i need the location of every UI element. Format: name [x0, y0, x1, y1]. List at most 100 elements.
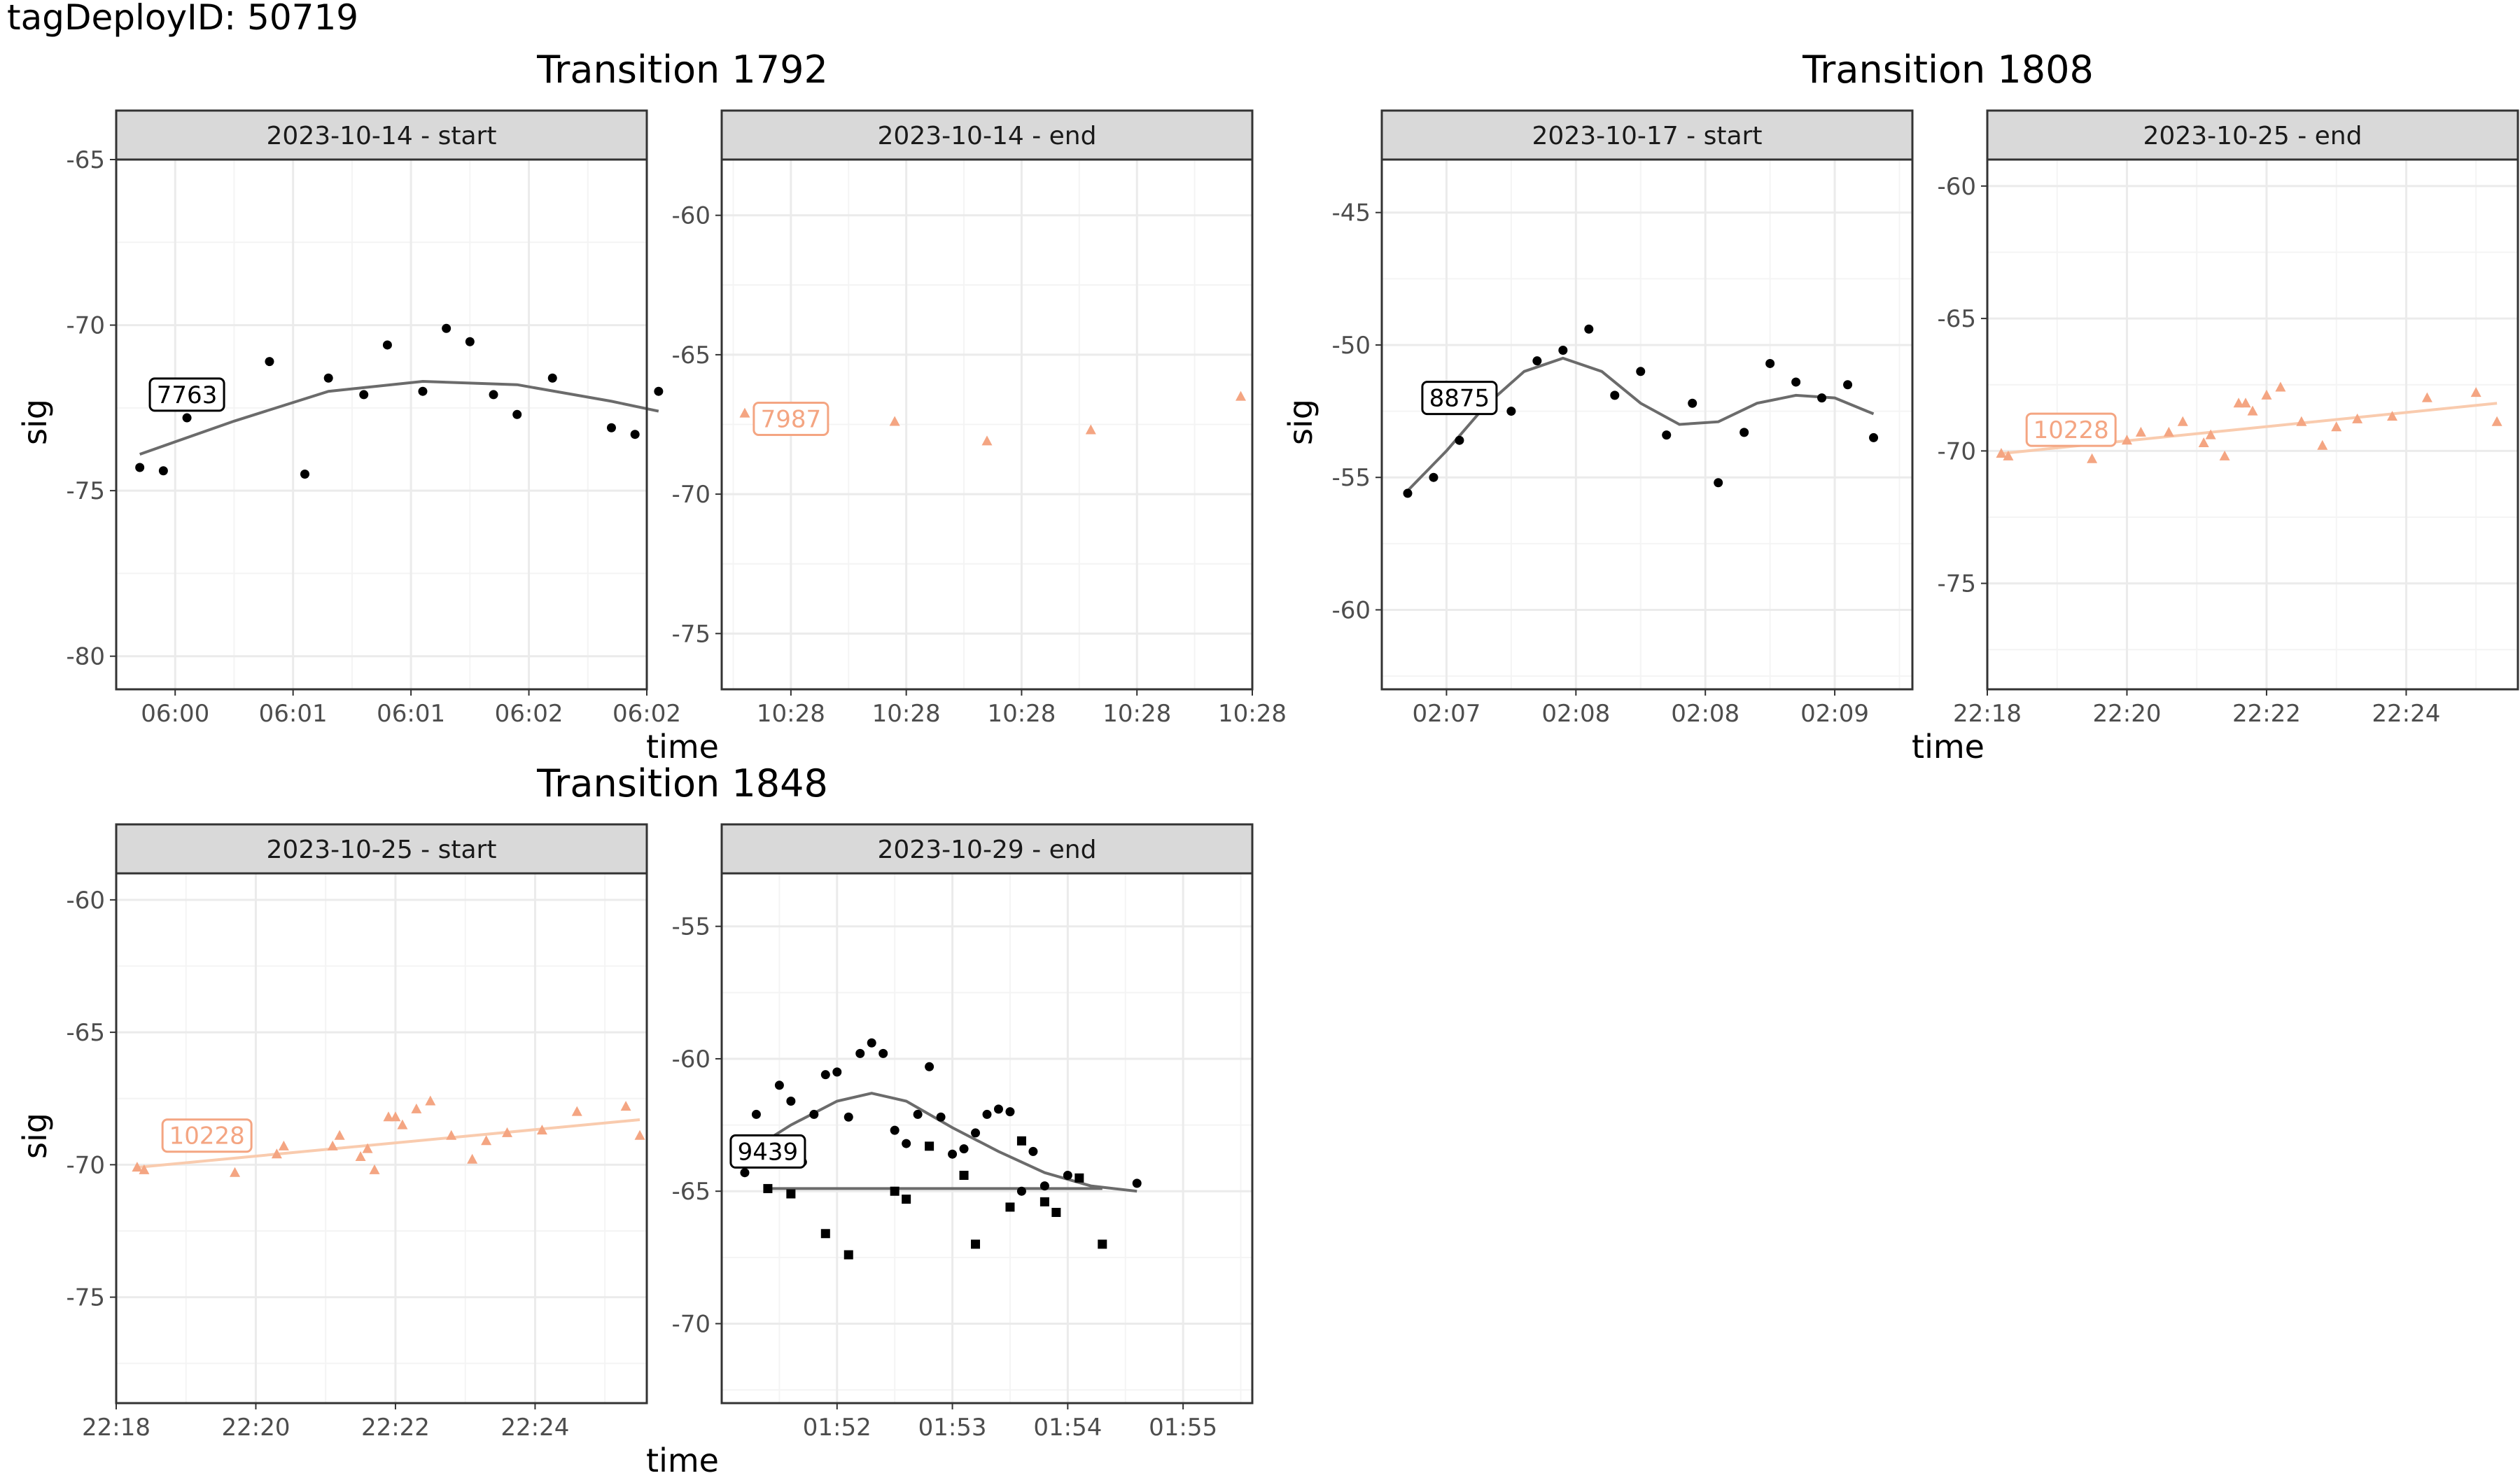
data-point: [809, 1109, 819, 1119]
x-tick-label: 10:28: [1218, 700, 1287, 728]
x-axis-label-1792: time: [646, 728, 719, 766]
data-point: [502, 1127, 513, 1137]
data-point: [230, 1167, 241, 1177]
data-point: [2177, 416, 2188, 426]
x-tick-label: 01:54: [1033, 1414, 1102, 1442]
data-point: [323, 373, 333, 383]
data-point: [182, 413, 192, 423]
panel-border: [115, 158, 648, 691]
data-point: [278, 1140, 289, 1150]
data-point: [1051, 1207, 1061, 1217]
data-point: [844, 1112, 853, 1122]
data-point: [327, 1140, 338, 1150]
data-point: [820, 1070, 830, 1080]
data-point: [890, 1186, 899, 1196]
data-point: [832, 1067, 842, 1077]
x-tick-label: 01:55: [1149, 1414, 1217, 1442]
facet-strip-label: 2023-10-25 - start: [267, 836, 497, 864]
data-point: [2233, 397, 2244, 408]
y-tick-label: -70: [66, 1151, 105, 1179]
data-point: [390, 1111, 401, 1122]
x-axis-label-1848: time: [646, 1442, 719, 1478]
tag-label-text: 9439: [738, 1138, 799, 1166]
data-point: [1506, 407, 1516, 416]
data-point: [606, 423, 616, 432]
facet-strip: [1380, 109, 1914, 161]
y-tick-label: -60: [671, 1046, 710, 1074]
tag-label-text: 7987: [761, 406, 822, 434]
y-tick-label: -45: [1331, 199, 1371, 227]
data-point: [2135, 426, 2146, 437]
data-point: [382, 340, 392, 350]
data-point: [1005, 1202, 1015, 1212]
data-point: [740, 1168, 750, 1178]
data-point: [383, 1111, 394, 1122]
data-point: [2219, 450, 2230, 460]
tag-label-box: [752, 402, 830, 437]
x-axis-label-1808: time: [1912, 728, 1984, 766]
data-point: [467, 1153, 478, 1164]
data-point: [1403, 488, 1413, 498]
transition-title-1808: Transition 1808: [1802, 48, 2094, 92]
data-point: [925, 1141, 934, 1151]
y-tick-label: -70: [671, 481, 710, 509]
data-point: [902, 1195, 911, 1204]
data-point: [1132, 1178, 1142, 1188]
data-point: [1455, 435, 1464, 445]
y-tick-label: -55: [1331, 464, 1371, 492]
tag-label-box: [161, 1118, 253, 1153]
data-point: [135, 463, 145, 472]
y-tick-label: -70: [1937, 437, 1976, 465]
tag-label-box: [729, 1134, 806, 1169]
y-axis-label-1792: sig: [16, 399, 54, 445]
y-tick-label: -75: [1937, 570, 1976, 598]
data-point: [397, 1119, 408, 1129]
data-point: [2261, 389, 2272, 400]
data-point: [844, 1250, 853, 1260]
data-point: [2087, 453, 2098, 463]
tag-label-box: [2025, 412, 2117, 447]
facet-panels: 2023-10-14 - start -65 -70 -75 -80 06:00 06:01…: [66, 109, 2519, 1442]
y-tick-label: -70: [671, 1310, 710, 1338]
data-point: [1098, 1239, 1107, 1249]
data-point: [971, 1239, 981, 1249]
data-point: [271, 1148, 282, 1159]
facet-strip-label: 2023-10-25 - end: [2143, 122, 2362, 150]
x-tick-label: 02:08: [1671, 700, 1740, 728]
x-tick-label: 22:24: [500, 1414, 569, 1442]
data-point: [820, 1229, 830, 1239]
data-point: [786, 1189, 796, 1199]
data-point: [2386, 411, 2398, 421]
data-point: [2491, 416, 2502, 426]
data-point: [786, 1097, 796, 1106]
x-tick-label: 02:09: [1800, 700, 1869, 728]
data-point: [913, 1109, 923, 1119]
data-point: [1236, 390, 1247, 401]
x-tick-label: 01:53: [918, 1414, 987, 1442]
data-point: [139, 1164, 150, 1174]
y-tick-label: -80: [66, 643, 105, 671]
data-point: [571, 1106, 582, 1116]
facet-strip: [115, 109, 648, 161]
data-point: [2247, 405, 2258, 416]
data-point: [1063, 1170, 1072, 1180]
data-point: [981, 435, 993, 446]
data-point: [1714, 478, 1723, 488]
tag-label-text: 8875: [1429, 385, 1490, 413]
data-point: [1765, 358, 1775, 368]
page-title: tagDeployID: 50719: [7, 0, 358, 38]
y-tick-label: -60: [66, 887, 105, 915]
data-point: [2275, 381, 2286, 392]
data-point: [1791, 377, 1801, 387]
data-point: [425, 1095, 436, 1106]
tag-label-text: 7763: [157, 381, 218, 409]
x-tick-label: 10:28: [872, 700, 941, 728]
panel-border: [1986, 158, 2519, 691]
data-point: [2352, 413, 2363, 423]
facet-strip-label: 2023-10-29 - end: [878, 836, 1097, 864]
data-point: [1996, 448, 2007, 458]
x-tick-label: 22:22: [2232, 700, 2301, 728]
data-point: [158, 466, 168, 476]
x-tick-label: 02:07: [1412, 700, 1480, 728]
transition-title-1848: Transition 1848: [536, 761, 828, 805]
